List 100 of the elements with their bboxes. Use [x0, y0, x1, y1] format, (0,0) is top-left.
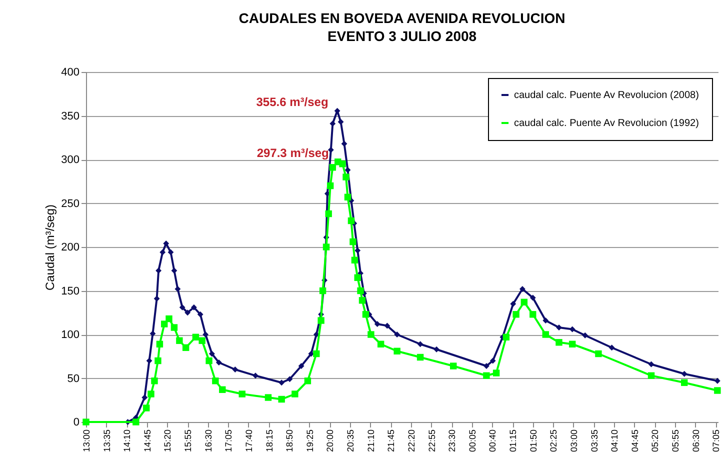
point: [325, 210, 332, 218]
x-tick-label: 01:15: [508, 430, 518, 452]
point: [348, 217, 355, 224]
x-tick-label: 05:55: [670, 430, 681, 452]
x-tick-label: 13:00: [82, 430, 92, 452]
y-tick-label: 300: [61, 154, 80, 166]
y-tick-label: 100: [61, 329, 80, 341]
x-tick-label: 07:05: [711, 430, 722, 452]
point: [394, 348, 400, 354]
point: [238, 390, 246, 398]
point: [568, 340, 576, 348]
point: [198, 337, 206, 344]
point: [156, 340, 164, 348]
point: [313, 350, 320, 358]
point: [212, 378, 219, 384]
legend-label: caudal calc. Puente Av Revolucion (1992): [514, 118, 699, 129]
point: [326, 182, 334, 190]
point: [170, 324, 178, 331]
point: [714, 387, 721, 394]
point: [176, 337, 183, 344]
y-tick-label: 350: [61, 110, 80, 122]
point: [416, 354, 424, 361]
annotation: 355.6 m³/seg: [256, 94, 328, 109]
point: [151, 378, 158, 384]
point: [148, 390, 154, 398]
x-tick-label: 15:20: [162, 430, 173, 452]
y-tick-label: 250: [61, 198, 80, 210]
point: [278, 396, 285, 403]
point: [483, 372, 490, 379]
point: [368, 331, 374, 338]
point: [192, 334, 200, 340]
point: [319, 287, 326, 294]
point: [143, 404, 150, 412]
point: [292, 390, 298, 398]
x-tick-label: 03:35: [589, 430, 600, 452]
y-tick-label: 400: [61, 66, 80, 78]
y-tick-label: 0: [73, 416, 80, 428]
annotation: 297.3 m³/seg: [256, 146, 329, 160]
x-tick-label: 20:35: [346, 430, 356, 452]
x-tick-label: 00:40: [488, 430, 498, 452]
x-tick-label: 22:20: [406, 430, 416, 452]
legend-label: caudal calc. Puente Av Revolucion (2008): [514, 90, 699, 101]
point: [339, 160, 346, 168]
x-tick-label: 06:30: [690, 430, 701, 452]
point: [648, 372, 655, 379]
point: [680, 379, 688, 386]
point: [342, 174, 350, 180]
x-tick-label: 13:35: [102, 430, 112, 452]
x-tick-label: 17:05: [224, 430, 234, 452]
chart-title: CAUDALES EN BOVEDA AVENIDA REVOLUCION: [238, 10, 566, 26]
point: [595, 350, 602, 358]
x-tick-label: 16:30: [203, 430, 214, 452]
x-tick-label: 02:25: [548, 430, 559, 452]
x-tick-label: 04:10: [610, 430, 620, 452]
x-tick-label: 14:45: [142, 430, 152, 452]
point: [329, 164, 336, 171]
point: [154, 357, 162, 364]
x-tick-label: 00:05: [467, 430, 478, 452]
point: [304, 378, 312, 384]
x-tick-label: 19:25: [304, 430, 315, 452]
point: [530, 311, 536, 318]
point: [520, 298, 528, 306]
point: [344, 194, 352, 200]
x-tick-label: 03:00: [568, 430, 579, 452]
point: [318, 317, 324, 324]
x-tick-label: 21:45: [386, 430, 396, 452]
point: [556, 339, 562, 346]
x-tick-label: 14:10: [122, 430, 132, 452]
point: [160, 320, 168, 328]
x-tick-label: 23:30: [447, 430, 458, 452]
point: [354, 274, 361, 281]
x-tick-label: 01:50: [528, 430, 538, 452]
y-tick-label: 200: [61, 242, 80, 254]
point: [450, 362, 457, 370]
point: [264, 394, 272, 401]
x-tick-label: 18:50: [284, 430, 295, 452]
x-tick-label: 15:55: [183, 430, 194, 452]
point: [351, 256, 358, 264]
y-tick-label: 50: [67, 372, 80, 385]
point: [542, 331, 549, 338]
point: [492, 370, 500, 376]
y-tick-label: 150: [61, 285, 80, 298]
y-axis-title: Caudal (m³/seg): [43, 204, 58, 291]
point: [350, 238, 356, 246]
point: [377, 340, 384, 348]
x-tick-label: 04:45: [630, 430, 640, 452]
point: [322, 244, 330, 250]
point: [502, 334, 510, 340]
x-tick-label: 18:15: [264, 430, 274, 452]
point: [206, 357, 212, 364]
chart-subtitle: EVENTO 3 JULIO 2008: [327, 28, 477, 44]
x-tick-label: 21:10: [366, 430, 376, 452]
point: [357, 287, 364, 294]
point: [362, 311, 370, 318]
x-tick-label: 20:00: [325, 430, 336, 452]
point: [219, 386, 226, 393]
point: [182, 344, 190, 351]
point: [358, 297, 366, 304]
point: [132, 418, 140, 426]
x-tick-label: 17:40: [244, 430, 254, 452]
